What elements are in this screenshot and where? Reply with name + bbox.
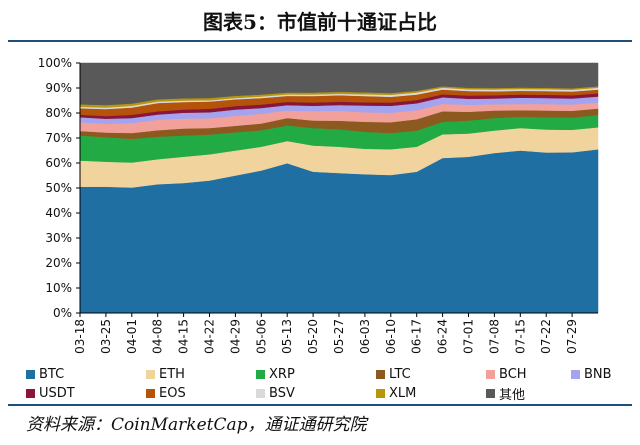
y-tick-label: 90% bbox=[45, 81, 72, 95]
legend-item-8: EOS bbox=[146, 385, 186, 401]
legend-swatch bbox=[376, 388, 385, 398]
legend-swatch bbox=[376, 369, 385, 379]
legend-swatch bbox=[486, 369, 495, 379]
legend-label: 其他 bbox=[499, 387, 526, 403]
x-tick-label: 04-29 bbox=[228, 319, 242, 354]
legend-label: LTC bbox=[389, 366, 411, 382]
legend-item-9: BSV bbox=[256, 385, 295, 401]
legend-swatch bbox=[256, 369, 265, 379]
legend-item-7: USDT bbox=[26, 385, 75, 401]
x-tick-label: 07-15 bbox=[513, 319, 527, 354]
legend-item-11: 其他 bbox=[486, 385, 526, 403]
x-tick-label: 05-27 bbox=[332, 319, 346, 354]
x-tick-label: 07-01 bbox=[462, 319, 476, 354]
x-tick-label: 07-29 bbox=[565, 319, 579, 354]
title-divider bbox=[8, 40, 632, 42]
y-tick-label: 80% bbox=[45, 106, 72, 120]
x-tick-label: 04-15 bbox=[177, 319, 191, 354]
chart-title: 图表5：市值前十通证占比 bbox=[203, 10, 437, 34]
legend-label: BNB bbox=[584, 366, 612, 382]
legend-item-5: BCH bbox=[486, 366, 527, 382]
x-tick-label: 07-22 bbox=[539, 319, 553, 354]
y-tick-label: 30% bbox=[45, 231, 72, 245]
y-tick-label: 10% bbox=[45, 281, 72, 295]
x-tick-label: 03-25 bbox=[99, 319, 113, 354]
x-tick-label: 05-20 bbox=[306, 319, 320, 354]
legend-item-4: LTC bbox=[376, 366, 411, 382]
x-tick-label: 06-17 bbox=[410, 319, 424, 354]
legend-label: XLM bbox=[389, 385, 417, 401]
legend-swatch bbox=[571, 369, 580, 379]
y-tick-label: 20% bbox=[45, 256, 72, 270]
source-note: 资料来源：CoinMarketCap，通证通研究院 bbox=[26, 415, 367, 435]
x-tick-label: 06-24 bbox=[436, 319, 450, 354]
legend-item-10: XLM bbox=[376, 385, 416, 401]
y-tick-label: 100% bbox=[38, 56, 72, 70]
x-tick-label: 06-03 bbox=[358, 319, 372, 354]
legend-label: EOS bbox=[159, 385, 186, 401]
legend-item-2: ETH bbox=[146, 366, 185, 382]
legend-item-3: XRP bbox=[256, 366, 295, 382]
y-tick-label: 0% bbox=[53, 306, 72, 320]
legend-label: BSV bbox=[269, 385, 295, 401]
legend-label: USDT bbox=[39, 385, 75, 401]
y-tick-label: 70% bbox=[45, 131, 72, 145]
legend-label: ETH bbox=[159, 366, 185, 382]
y-tick-label: 40% bbox=[45, 206, 72, 220]
x-tick-label: 03-18 bbox=[73, 319, 87, 354]
legend-swatch bbox=[146, 369, 155, 379]
x-tick-label: 04-08 bbox=[151, 319, 165, 354]
legend-label: BTC bbox=[39, 366, 65, 382]
legend-label: XRP bbox=[269, 366, 295, 382]
x-tick-label: 04-22 bbox=[203, 319, 217, 354]
legend-swatch bbox=[146, 388, 155, 398]
legend-item-6: BNB bbox=[571, 366, 612, 382]
x-tick-label: 06-10 bbox=[384, 319, 398, 354]
chart-legend: BTC ETH XRP LTC BCH BNB USDT EOS BSV XLM 其他 bbox=[26, 366, 636, 403]
area-series-11 bbox=[79, 62, 599, 106]
x-tick-label: 04-01 bbox=[125, 319, 139, 354]
y-tick-label: 60% bbox=[45, 156, 72, 170]
x-tick-label: 05-13 bbox=[280, 319, 294, 354]
legend-item-1: BTC bbox=[26, 366, 64, 382]
legend-swatch bbox=[26, 369, 35, 379]
source-divider bbox=[8, 404, 632, 406]
x-tick-label: 05-06 bbox=[254, 319, 268, 354]
legend-swatch bbox=[486, 388, 495, 398]
y-tick-label: 50% bbox=[45, 181, 72, 195]
x-tick-label: 07-08 bbox=[487, 319, 501, 354]
legend-swatch bbox=[26, 388, 35, 398]
legend-swatch bbox=[256, 388, 265, 398]
legend-label: BCH bbox=[499, 366, 527, 382]
